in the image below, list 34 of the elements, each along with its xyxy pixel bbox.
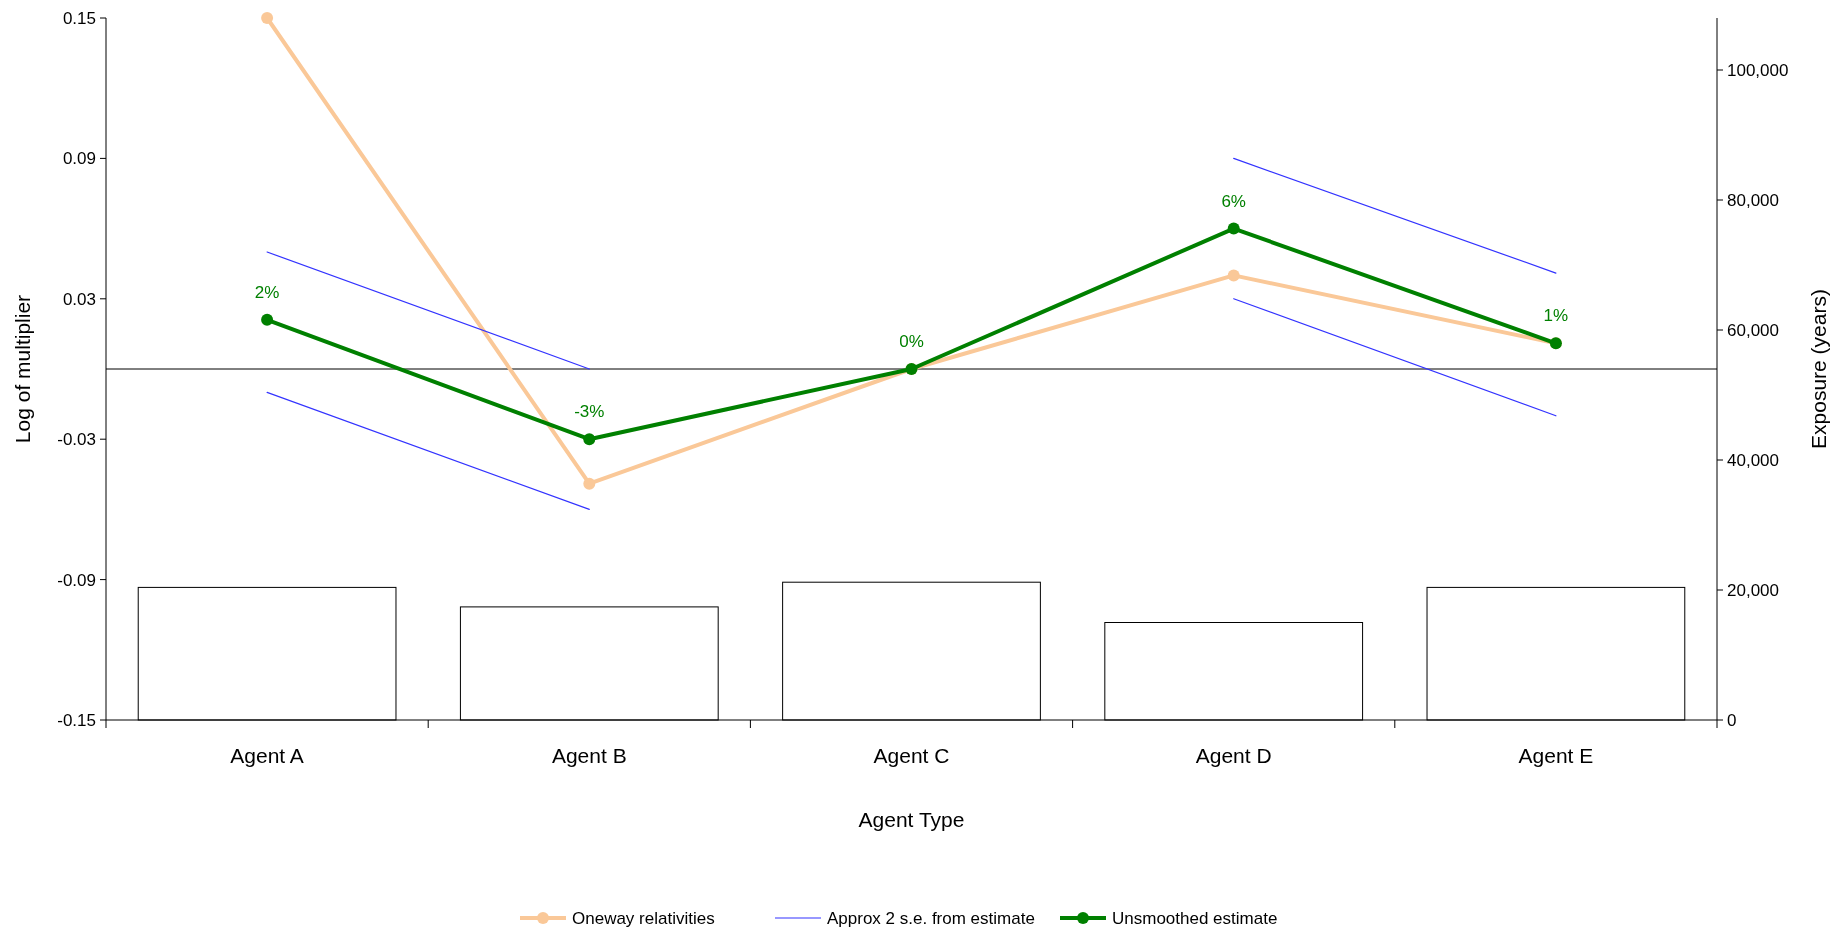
y-tick-label: 0.09	[62, 149, 96, 169]
data-label: 1%	[1543, 306, 1569, 326]
point	[261, 313, 274, 326]
x-axis-title: Agent Type	[858, 808, 965, 831]
x-tick-label: Agent C	[873, 744, 950, 767]
y-tick-label: -0.15	[57, 710, 96, 730]
point	[261, 12, 274, 24]
point	[1227, 269, 1240, 282]
y2-tick-label: 100,000	[1727, 60, 1789, 80]
x-tick-label: Agent E	[1518, 744, 1594, 767]
data-label: 2%	[254, 282, 280, 302]
y2-tick-label: 40,000	[1727, 450, 1779, 470]
legend-label: Approx 2 s.e. from estimate	[827, 908, 1035, 928]
point	[583, 433, 596, 446]
data-label: -3%	[574, 402, 605, 422]
y-tick-label: 0.15	[62, 8, 96, 28]
point	[1227, 222, 1240, 235]
y-tick-label: -0.03	[57, 430, 96, 450]
y2-tick-label: 60,000	[1727, 320, 1779, 340]
data-label: 0%	[899, 332, 924, 351]
y-axis-title: Log of multiplier	[11, 294, 34, 444]
y2-axis-title: Exposure (years)	[1807, 289, 1830, 449]
x-tick-label: Agent A	[230, 744, 304, 767]
y-tick-label: -0.09	[57, 570, 96, 590]
y2-tick-label: 20,000	[1727, 580, 1779, 600]
legend-label: Unsmoothed estimate	[1112, 908, 1278, 928]
data-label: 6%	[1221, 191, 1246, 211]
x-tick-label: Agent D	[1195, 744, 1272, 767]
legend-label: Oneway relativities	[572, 908, 715, 928]
point	[583, 477, 596, 490]
x-tick-label: Agent B	[551, 744, 627, 767]
y2-tick-label: 0	[1727, 710, 1737, 730]
y2-tick-label: 80,000	[1727, 190, 1779, 210]
y-tick-label: 0.03	[62, 289, 96, 309]
